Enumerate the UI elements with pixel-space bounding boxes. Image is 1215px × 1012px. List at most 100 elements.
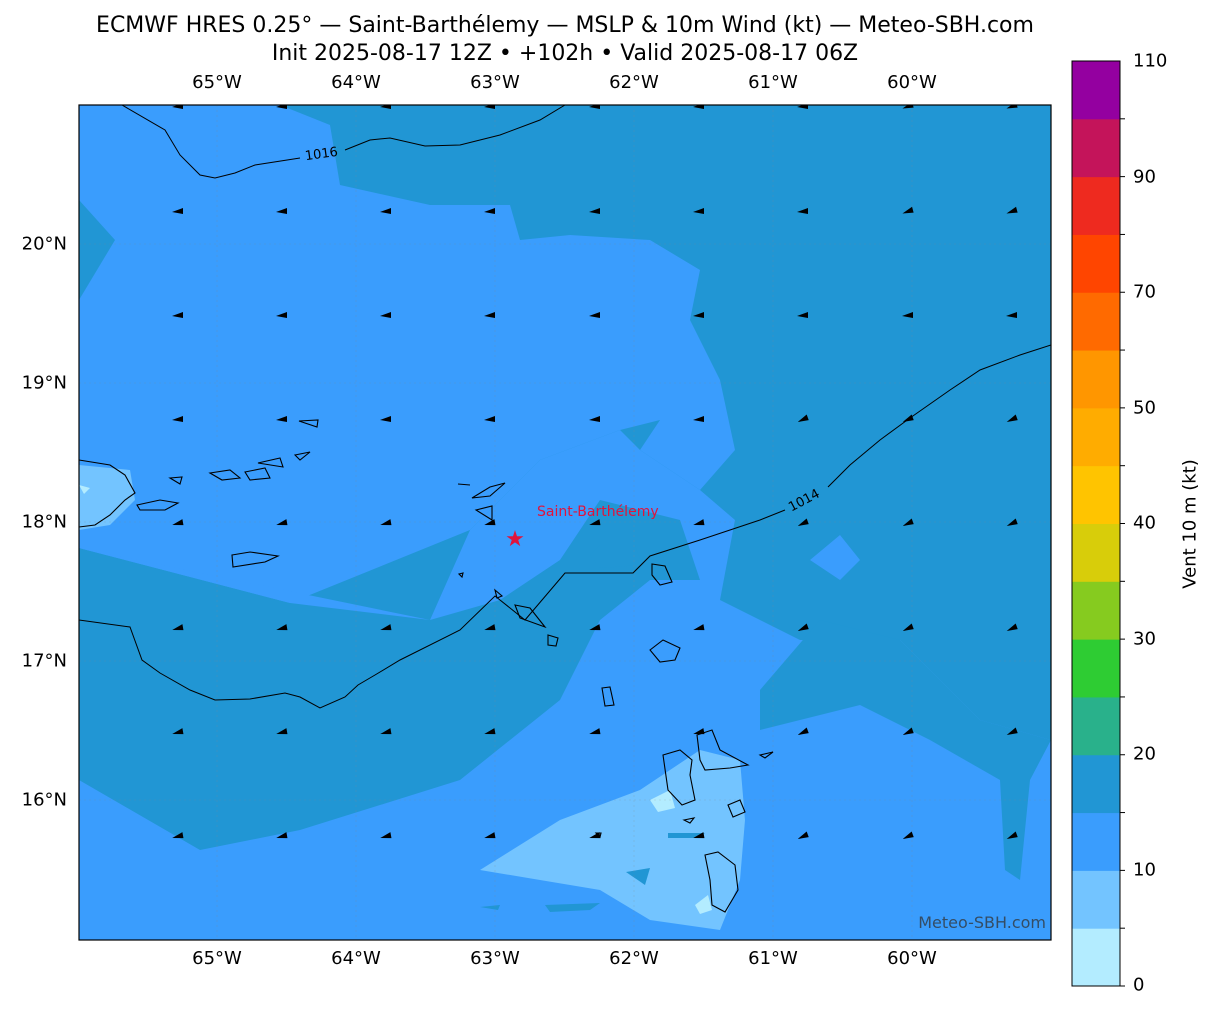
isobars — [79, 105, 1051, 709]
colorbar-label: Vent 10 m (kt) — [1179, 459, 1201, 589]
wind-arrow-icon — [484, 624, 496, 631]
wind-arrow-icon — [902, 831, 914, 839]
colorbar-band — [1072, 407, 1120, 467]
location-label: Saint-Barthélemy — [537, 504, 659, 520]
wind-arrow-icon — [902, 312, 913, 318]
wind-arrow-icon — [693, 105, 704, 109]
colorbar-band — [1072, 61, 1120, 120]
wind-arrow-icon — [172, 832, 184, 839]
lat-label: 18°N — [21, 511, 67, 533]
lon-label-bottom: 61°W — [748, 948, 798, 969]
colorbar-tick-label: 30 — [1133, 628, 1156, 650]
map-title-line1: ECMWF HRES 0.25° — Saint-Barthélemy — MS… — [96, 13, 1034, 38]
wind-arrow-icon — [380, 105, 391, 109]
colorbar-band — [1072, 812, 1120, 871]
location-star-icon: ★ — [505, 527, 525, 552]
lat-label: 20°N — [21, 233, 67, 255]
wind-arrow-icon — [484, 519, 496, 526]
wind-arrow-icon — [380, 416, 391, 422]
wind-arrow-icon — [276, 624, 288, 631]
colorbar-band — [1072, 928, 1120, 987]
wind-arrow-icon — [172, 728, 184, 735]
wind-arrow-icon — [380, 624, 392, 631]
lat-label: 19°N — [21, 372, 67, 394]
wind-arrow-icon — [797, 414, 809, 422]
lon-label-bottom: 65°W — [192, 948, 242, 969]
wind-arrow-icon — [276, 728, 288, 735]
colorbar-band — [1072, 870, 1120, 929]
lon-label-top: 61°W — [748, 72, 798, 93]
wind-arrow-icon — [902, 727, 914, 735]
wind-arrow-icon — [172, 105, 183, 109]
wind-arrow-icon — [172, 416, 183, 422]
lon-label-bottom: 64°W — [331, 948, 381, 969]
map-title-line2: Init 2025-08-17 12Z • +102h • Valid 2025… — [271, 41, 859, 66]
wind-arrow-icon — [276, 312, 287, 318]
wind-arrow-icon — [902, 206, 914, 214]
wind-arrow-icon — [797, 312, 808, 318]
wind-arrow-icon — [380, 728, 392, 735]
lon-label-top: 60°W — [887, 72, 937, 93]
wind-arrow-icon — [380, 832, 392, 839]
wind-arrow-icon — [172, 208, 183, 214]
lon-label-top: 64°W — [331, 72, 381, 93]
colorbar-band — [1072, 639, 1120, 698]
colorbar-tick-label: 70 — [1133, 281, 1156, 303]
wind-arrow-icon — [276, 208, 287, 214]
wind-arrow-icon — [902, 414, 914, 422]
wind-arrow-icon — [693, 624, 705, 631]
lat-label: 16°N — [21, 789, 67, 811]
wind-arrow-icon — [484, 105, 495, 109]
wind-arrow-icon — [380, 208, 391, 214]
wind-arrow-icon — [1006, 831, 1018, 839]
lon-label-bottom: 63°W — [470, 948, 520, 969]
wind-arrow-icon — [589, 105, 600, 109]
wind-arrow-icon — [589, 208, 600, 214]
colorbar-tick-label: 50 — [1133, 397, 1156, 419]
wind-arrow-icon — [797, 727, 809, 735]
wind-arrow-icon — [380, 519, 392, 526]
colorbar-band — [1072, 176, 1120, 235]
colorbar-tick-label: 0 — [1133, 974, 1145, 996]
colorbar-band — [1072, 581, 1120, 640]
wind-arrow-icon — [797, 623, 809, 631]
wind-arrow-icon — [797, 105, 808, 109]
wind-arrow-icon — [902, 518, 914, 526]
wind-arrow-icon — [797, 518, 809, 526]
wind-arrow-icon — [172, 624, 184, 631]
wind-arrow-icon — [693, 208, 704, 214]
wind-arrow-icon — [797, 208, 808, 214]
wind-arrow-icon — [484, 208, 495, 214]
colorbar-band — [1072, 292, 1120, 351]
wind-arrow-icon — [1006, 414, 1018, 422]
colorbar-band — [1072, 465, 1120, 524]
wind-arrow-icon — [693, 416, 704, 422]
lat-label: 17°N — [21, 650, 67, 672]
lon-label-bottom: 60°W — [887, 948, 937, 969]
colorbar-band — [1072, 696, 1120, 756]
wind-arrow-icon — [172, 519, 184, 526]
wind-arrow-icon — [902, 623, 914, 631]
wind-arrow-icon — [589, 312, 600, 318]
wind-arrow-icon — [484, 728, 496, 735]
map-frame — [78, 104, 1052, 941]
wind-arrow-icon — [484, 416, 495, 422]
wind-arrow-icon — [589, 832, 601, 839]
lon-label-top: 63°W — [470, 72, 520, 93]
graticule — [79, 105, 1051, 940]
lon-label-top: 62°W — [609, 72, 659, 93]
wind-arrow-icon — [1006, 206, 1018, 214]
wind-arrow-icon — [172, 312, 183, 318]
colorbar-band — [1072, 234, 1120, 293]
wind-arrow-icon — [1006, 727, 1018, 735]
wind-arrow-icon — [484, 312, 495, 318]
wind-arrow-icon — [1006, 518, 1018, 526]
colorbar-band — [1072, 350, 1120, 409]
colorbar-band — [1072, 523, 1120, 582]
colorbar-band — [1072, 118, 1120, 178]
coastlines — [79, 419, 774, 913]
wind-barbs — [172, 105, 1018, 839]
wind-arrow-icon — [693, 832, 705, 839]
isobar-label: 1016 — [304, 145, 339, 164]
